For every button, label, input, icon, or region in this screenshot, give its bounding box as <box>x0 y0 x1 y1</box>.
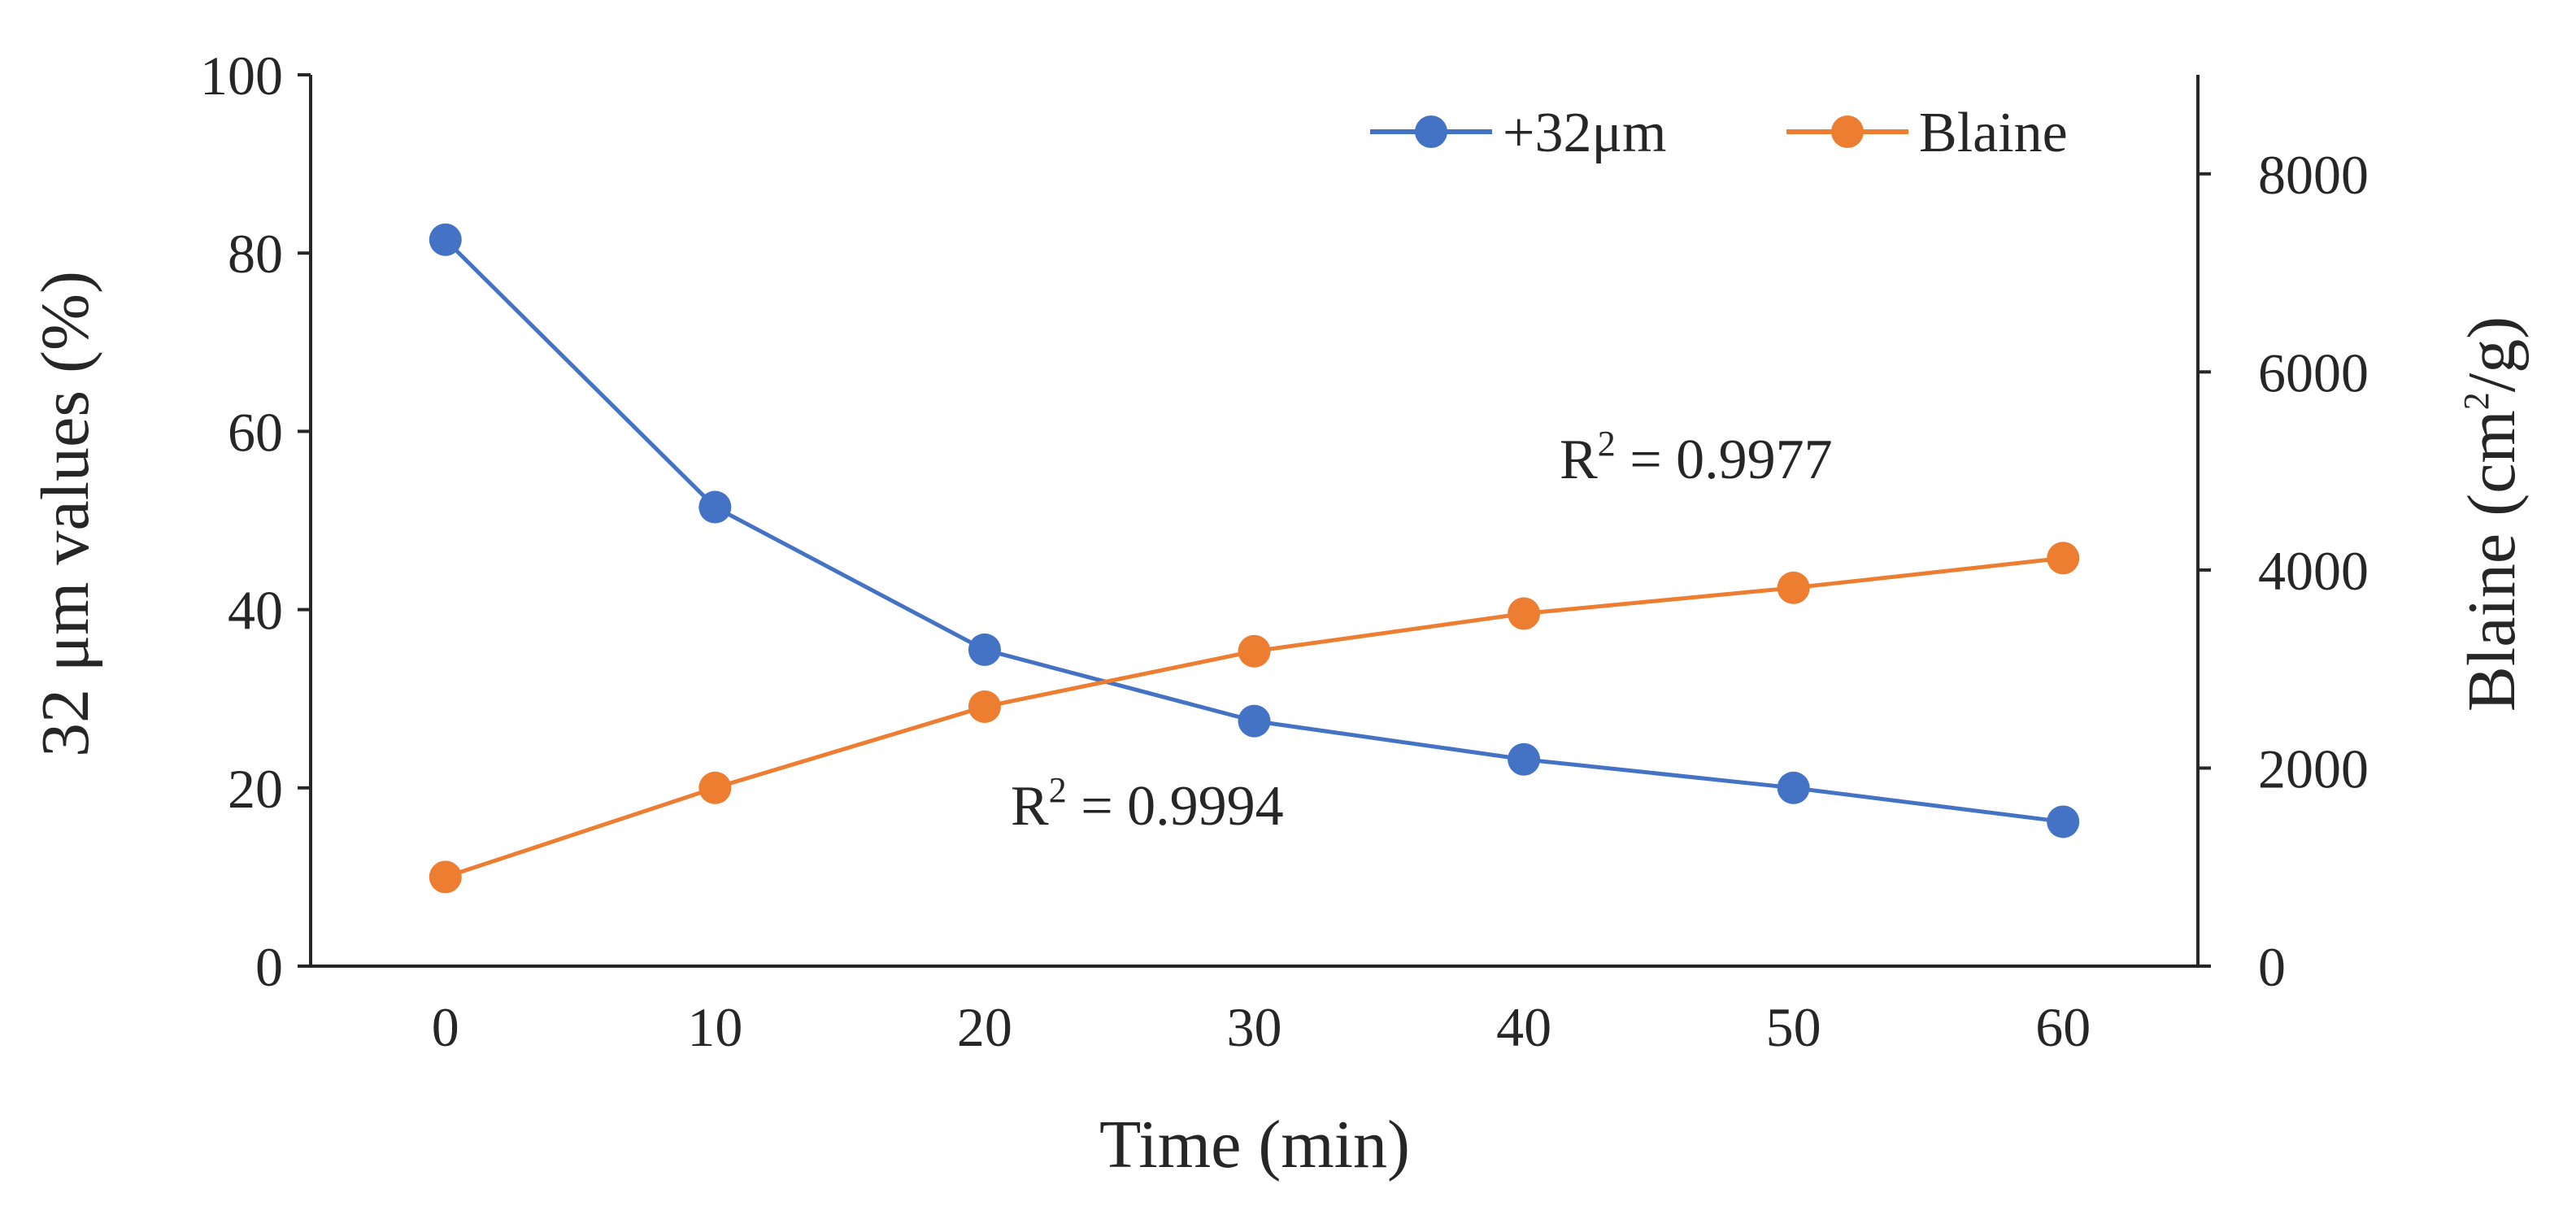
series-blaine <box>429 542 2080 894</box>
legend-marker-blaine <box>1831 115 1864 148</box>
y-left-tick-label: 0 <box>255 936 283 998</box>
legend-label-blaine: Blaine <box>1919 102 2068 164</box>
y-left-axis-title: 32 μm values (%) <box>28 271 103 757</box>
data-point-32um <box>429 223 462 256</box>
x-tick-label: 30 <box>1227 996 1282 1058</box>
y-right-title-prefix: Blaine (cm <box>2454 410 2530 712</box>
annotation-base: R <box>1011 775 1049 838</box>
data-point-blaine <box>698 771 732 804</box>
annotation-superscript: 2 <box>1049 770 1067 810</box>
y-left-tick-label: 60 <box>228 401 283 463</box>
data-point-32um <box>698 490 732 524</box>
x-tick-label: 0 <box>432 996 459 1058</box>
y-right-tick-label: 6000 <box>2258 342 2369 403</box>
data-point-32um <box>1508 742 1541 776</box>
x-tick-label: 40 <box>1496 996 1551 1058</box>
x-axis-title: Time (min) <box>1099 1107 1410 1182</box>
data-point-32um <box>1238 704 1271 738</box>
y-left-tick-label: 40 <box>228 580 283 642</box>
y-left-tick-label: 100 <box>200 45 283 107</box>
r-squared-annotation-blaine: R2 = 0.9977 <box>1560 424 1833 491</box>
y-right-title-superscript: 2 <box>2456 392 2496 410</box>
legend-label-32um: +32μm <box>1503 102 1666 164</box>
y-right-tick-label: 0 <box>2258 936 2286 998</box>
y-left-tick-label: 20 <box>228 758 283 820</box>
series-32um <box>429 223 2080 838</box>
y-right-title-suffix: /g) <box>2454 316 2530 392</box>
data-point-blaine <box>2047 542 2080 575</box>
y-right-tick-label: 8000 <box>2258 144 2369 206</box>
data-point-32um <box>1777 771 1810 804</box>
x-tick-label: 60 <box>2035 996 2091 1058</box>
y-right-tick-label: 2000 <box>2258 738 2369 799</box>
annotation-value: = 0.9977 <box>1616 429 1833 491</box>
r-squared-annotation-32um: R2 = 0.9994 <box>1011 770 1284 838</box>
annotation-base: R <box>1560 429 1598 491</box>
x-tick-label: 50 <box>1766 996 1821 1058</box>
y-left-tick-label: 80 <box>228 223 283 285</box>
x-tick-label: 10 <box>687 996 742 1058</box>
y-right-axis-title: Blaine (cm2/g) <box>2454 316 2530 712</box>
data-point-blaine <box>1238 634 1271 668</box>
legend: +32μm Blaine <box>1370 102 2068 164</box>
annotation-value: = 0.9994 <box>1067 775 1284 838</box>
legend-marker-32um <box>1415 115 1447 148</box>
axes: 0 20 40 60 80 100 0 2000 4000 6000 8000 0 10 20 30 40 50… <box>200 45 2369 1058</box>
data-point-blaine <box>1777 571 1810 604</box>
data-point-32um <box>968 633 1001 666</box>
data-point-blaine <box>968 690 1001 723</box>
y-right-tick-label: 4000 <box>2258 540 2369 602</box>
data-point-blaine <box>1508 597 1541 630</box>
x-tick-label: 20 <box>957 996 1012 1058</box>
data-point-32um <box>2047 805 2080 838</box>
annotation-superscript: 2 <box>1598 424 1616 464</box>
data-point-blaine <box>429 860 462 894</box>
series-layer <box>429 223 2080 894</box>
